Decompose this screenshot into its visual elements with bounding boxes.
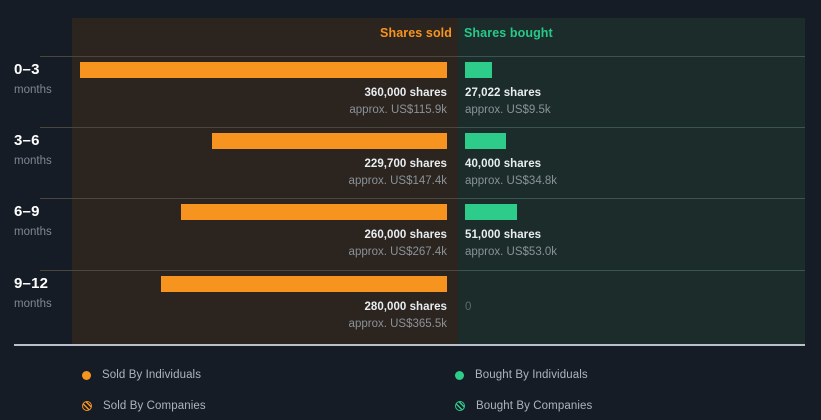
legend-dot-icon bbox=[455, 370, 464, 380]
legend-hatched-dot-icon bbox=[82, 401, 92, 411]
bar-shares-bought-1 bbox=[465, 62, 492, 78]
category-range: 3–6 bbox=[14, 132, 40, 149]
category-range: 9–12 bbox=[14, 275, 49, 292]
category-unit: months bbox=[14, 298, 52, 310]
value-approx-sold-2: approx. US$147.4k bbox=[348, 175, 447, 187]
category-label-2: 3–6 months bbox=[14, 133, 72, 168]
category-range: 0–3 bbox=[14, 61, 40, 78]
value-shares-bought-2: 40,000 shares bbox=[465, 158, 542, 170]
row-separator-bought bbox=[458, 198, 805, 199]
legend-label: Bought By Companies bbox=[476, 400, 593, 412]
row-separator-bought bbox=[458, 56, 805, 57]
category-label-1: 0–3 months bbox=[14, 62, 72, 97]
row-separator bbox=[40, 270, 805, 271]
legend-hatched-dot-icon bbox=[455, 401, 465, 411]
value-shares-bought-1: 27,022 shares bbox=[465, 87, 542, 99]
category-label-4: 9–12 months bbox=[14, 276, 72, 311]
category-unit: months bbox=[14, 155, 52, 167]
value-shares-bought-4: 0 bbox=[465, 301, 472, 313]
value-shares-sold-4: 280,000 shares bbox=[364, 301, 447, 313]
legend-item-3[interactable]: Sold By Companies bbox=[82, 400, 206, 412]
bar-shares-bought-2 bbox=[465, 133, 506, 149]
bar-shares-bought-3 bbox=[465, 204, 517, 220]
column-header-shares-bought: Shares bought bbox=[464, 26, 553, 40]
bar-shares-sold-3 bbox=[181, 204, 447, 220]
value-approx-bought-3: approx. US$53.0k bbox=[465, 246, 558, 258]
legend-label: Bought By Individuals bbox=[475, 369, 588, 381]
legend-item-1[interactable]: Sold By Individuals bbox=[82, 369, 201, 381]
row-separator bbox=[40, 56, 805, 57]
value-shares-bought-3: 51,000 shares bbox=[465, 229, 542, 241]
bar-shares-sold-2 bbox=[212, 133, 447, 149]
row-separator bbox=[40, 198, 805, 199]
value-approx-sold-3: approx. US$267.4k bbox=[348, 246, 447, 258]
value-shares-sold-2: 229,700 shares bbox=[364, 158, 447, 170]
value-approx-bought-2: approx. US$34.8k bbox=[465, 175, 558, 187]
category-label-3: 6–9 months bbox=[14, 204, 72, 239]
legend-label: Sold By Companies bbox=[103, 400, 206, 412]
chart-baseline bbox=[14, 344, 805, 346]
value-approx-bought-1: approx. US$9.5k bbox=[465, 104, 551, 116]
bar-shares-sold-4 bbox=[161, 276, 447, 292]
category-range: 6–9 bbox=[14, 203, 40, 220]
legend-item-2[interactable]: Bought By Individuals bbox=[455, 369, 588, 381]
row-separator bbox=[40, 127, 805, 128]
value-approx-sold-4: approx. US$365.5k bbox=[348, 318, 447, 330]
category-unit: months bbox=[14, 84, 52, 96]
column-header-shares-sold: Shares sold bbox=[380, 26, 452, 40]
row-separator-bought bbox=[458, 270, 805, 271]
row-separator-bought bbox=[458, 127, 805, 128]
legend-item-4[interactable]: Bought By Companies bbox=[455, 400, 592, 412]
legend-label: Sold By Individuals bbox=[102, 369, 202, 381]
shares-bought-panel bbox=[458, 18, 805, 344]
legend-dot-icon bbox=[82, 370, 91, 380]
value-approx-sold-1: approx. US$115.9k bbox=[349, 104, 447, 116]
value-shares-sold-3: 260,000 shares bbox=[364, 229, 447, 241]
bar-shares-sold-1 bbox=[80, 62, 447, 78]
category-unit: months bbox=[14, 226, 52, 238]
value-shares-sold-1: 360,000 shares bbox=[364, 87, 447, 99]
